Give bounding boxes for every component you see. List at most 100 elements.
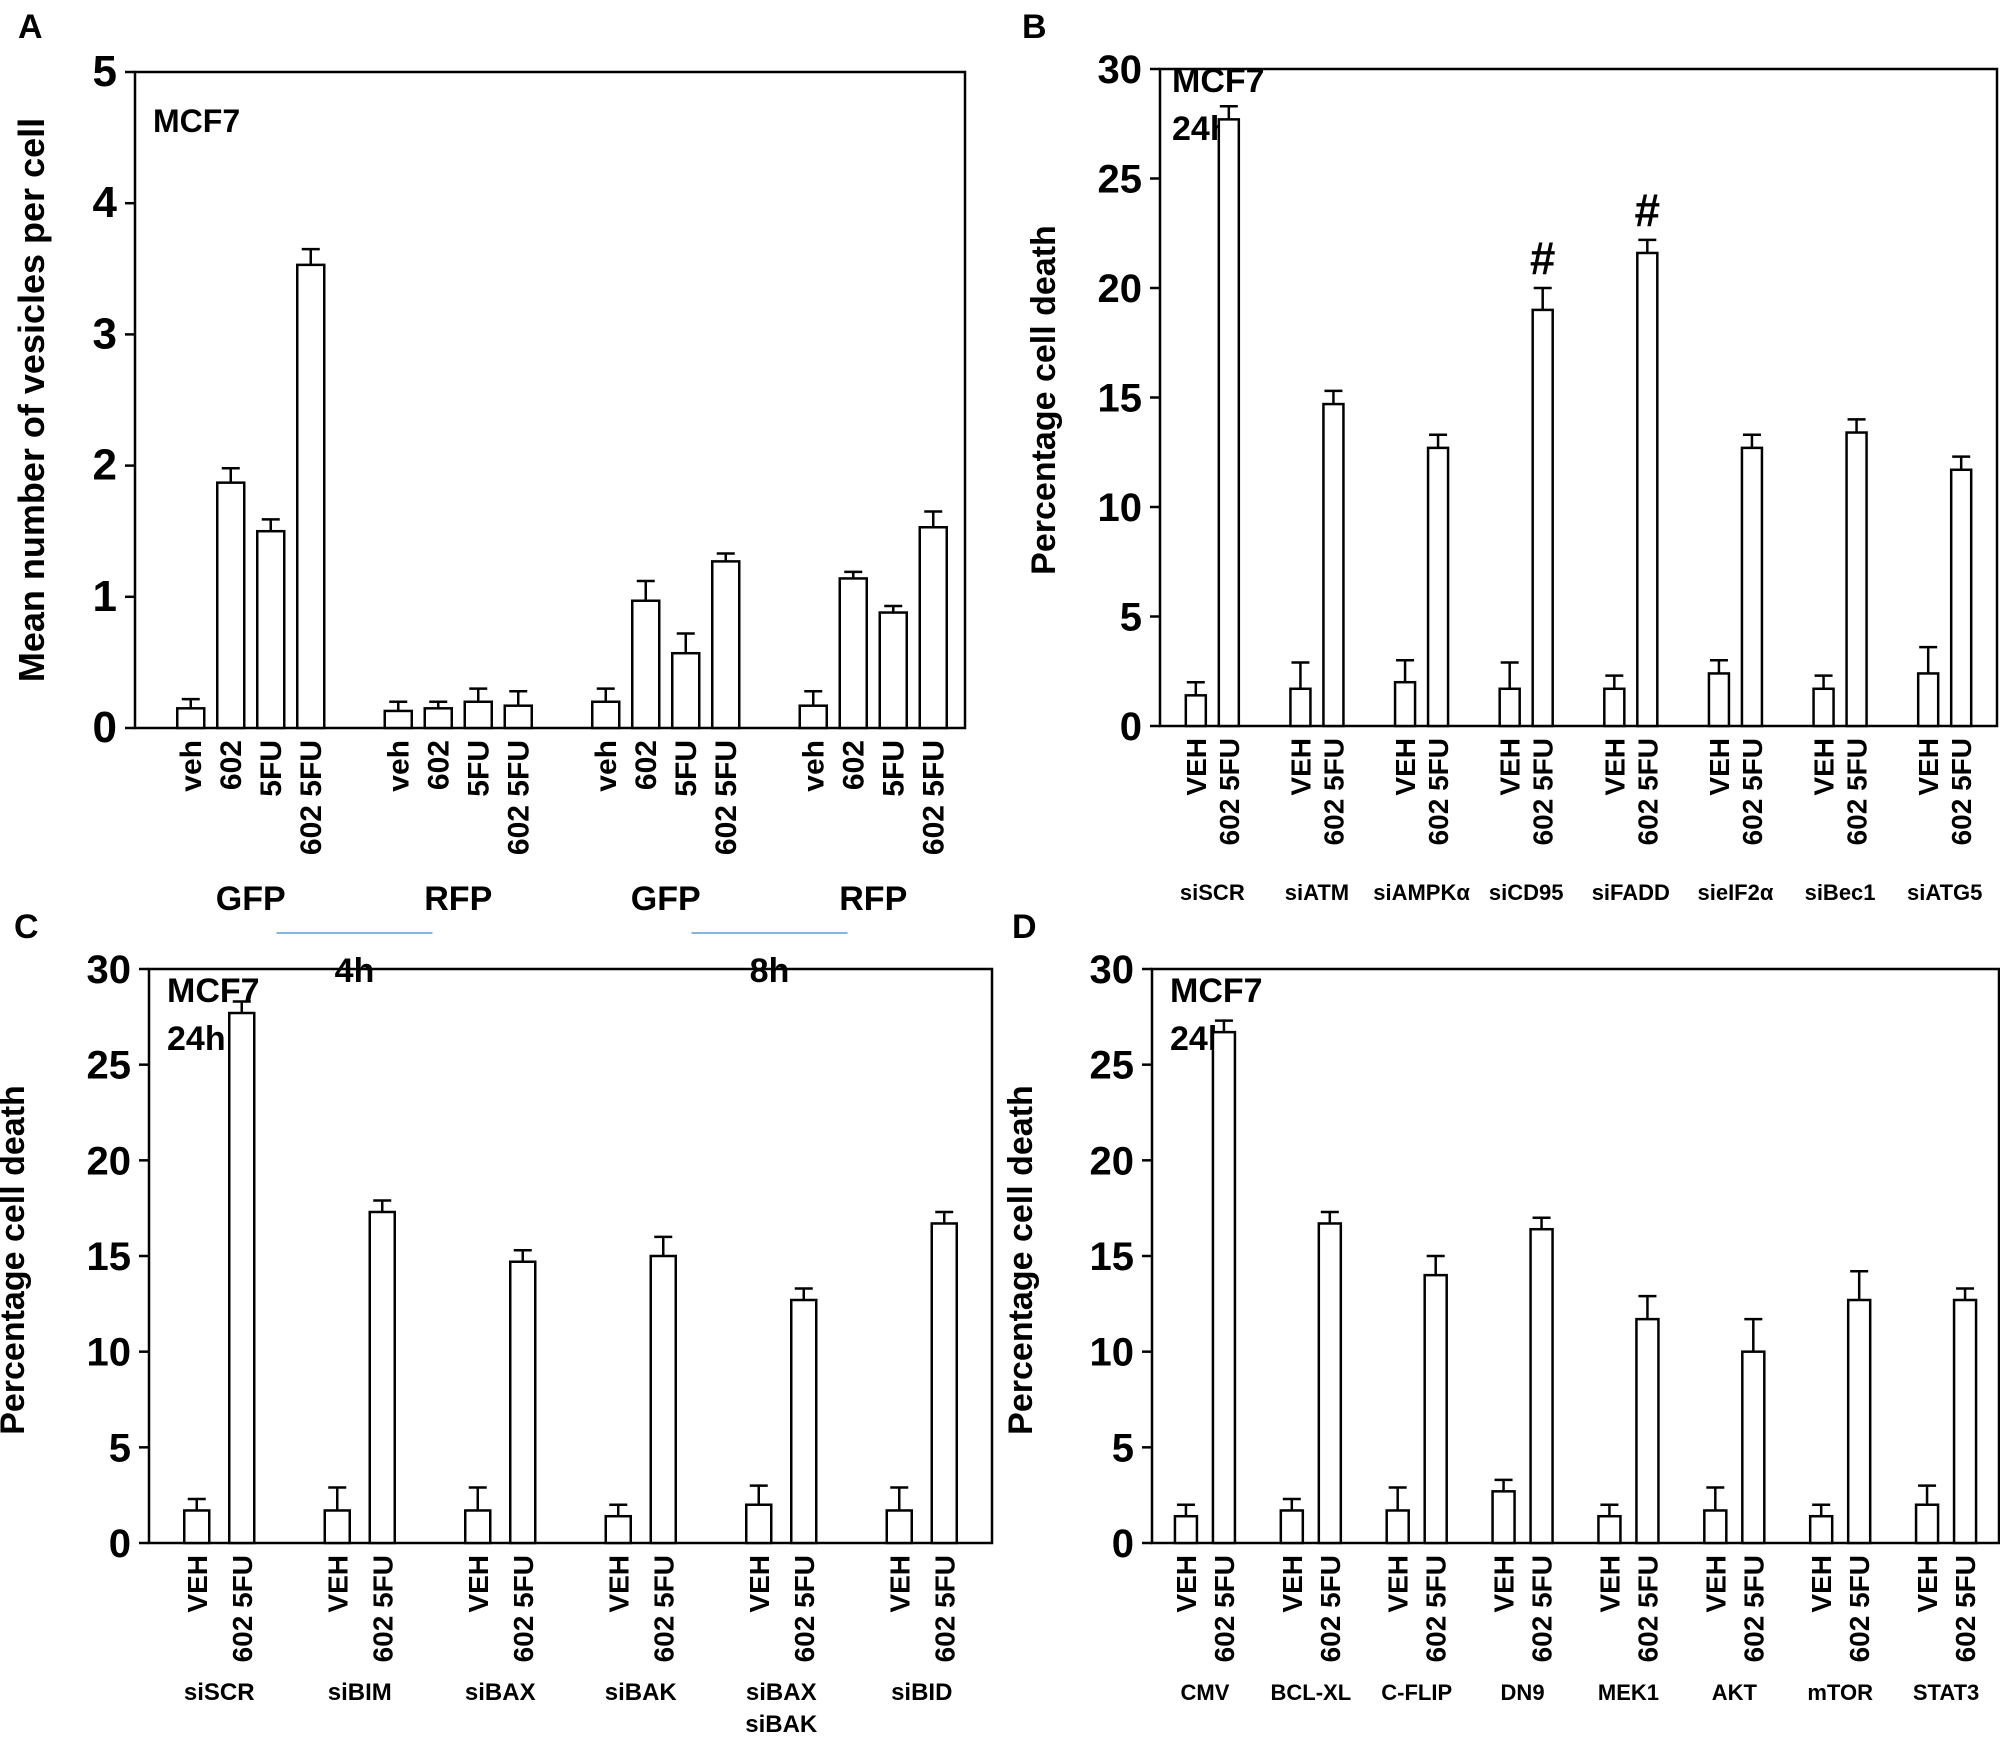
annotation: MCF7 [1172, 62, 1265, 100]
bar [1317, 1222, 1343, 1545]
y-tick-label: 30 [1098, 48, 1143, 92]
group-label: GFP [631, 880, 701, 918]
group-label: siBAX [746, 1679, 817, 1706]
group-label: AKT [1712, 1680, 1758, 1705]
bar-label: VEH [1599, 738, 1630, 796]
bar-label: VEH [1700, 1555, 1731, 1613]
bar [1636, 251, 1659, 728]
bar [1423, 1273, 1448, 1545]
y-tick-label: 4 [93, 178, 118, 227]
group-label: siBIM [328, 1679, 392, 1706]
bar [256, 529, 286, 730]
group-label: siCD95 [1489, 880, 1564, 905]
bar-label: VEH [1495, 738, 1526, 796]
bar [930, 1222, 958, 1545]
bar [1603, 687, 1626, 728]
y-tick-label: 15 [1098, 377, 1143, 421]
bar [1597, 1514, 1622, 1545]
bar [1393, 680, 1417, 728]
annotation: 24h [167, 1020, 226, 1058]
bar-label: 602 5FU [295, 740, 328, 855]
y-tick-label: 0 [1112, 1522, 1134, 1566]
bar-label: 602 5FU [1737, 738, 1768, 845]
time-label: 4h [335, 952, 375, 990]
bar [1491, 1490, 1516, 1545]
group-label: BCL-XL [1270, 1680, 1351, 1705]
bar-label: 602 5FU [1528, 738, 1559, 845]
bar-label: VEH [884, 1555, 915, 1613]
bar-label: 602 5FU [1950, 1555, 1981, 1662]
bar [228, 1011, 256, 1545]
y-tick-label: 10 [1090, 1331, 1135, 1375]
bar-label: VEH [603, 1555, 634, 1613]
bar-label: VEH [1489, 1555, 1520, 1613]
bar [885, 1509, 913, 1545]
bar [463, 700, 493, 730]
y-tick-label: 20 [1090, 1139, 1135, 1183]
significance-mark: # [1530, 232, 1556, 284]
group-label: siSCR [1180, 880, 1245, 905]
bar-label: VEH [1171, 1555, 1202, 1613]
y-tick-label: 0 [109, 1522, 131, 1566]
bar [631, 599, 661, 730]
annotation: MCF7 [1170, 972, 1263, 1010]
bar-label: VEH [1704, 738, 1735, 796]
bar-label: 602 5FU [227, 1555, 258, 1662]
bar-label: veh [382, 740, 415, 792]
group-label: siBAK [745, 1711, 818, 1738]
bar-label: VEH [1806, 1555, 1837, 1613]
bar-label: 602 5FU [1209, 1555, 1240, 1662]
bar [1949, 468, 1973, 728]
bar-label: 602 5FU [1632, 738, 1663, 845]
y-tick-label: 25 [1090, 1044, 1135, 1088]
bar-label: VEH [1285, 738, 1316, 796]
bar-label: 602 5FU [367, 1555, 398, 1662]
bar [1184, 694, 1208, 728]
bar [1279, 1509, 1305, 1545]
significance-mark: # [1635, 184, 1661, 236]
bar-label: 5FU [877, 740, 910, 797]
group-label: siAMPKα [1373, 880, 1470, 905]
group-label: mTOR [1807, 1680, 1873, 1705]
y-tick-label: 5 [109, 1426, 131, 1470]
bar [1707, 672, 1731, 728]
panel-letter: C [14, 908, 39, 946]
bar [745, 1503, 773, 1545]
bar [323, 1509, 351, 1545]
bar [649, 1254, 677, 1545]
bar-label: 5FU [255, 740, 288, 797]
bar [1426, 446, 1450, 728]
bar [1812, 687, 1835, 728]
bar [368, 1210, 396, 1545]
bar-label: 5FU [462, 740, 495, 797]
bar [1740, 446, 1764, 728]
annotation: MCF7 [153, 103, 240, 139]
bar [464, 1509, 492, 1545]
bar [1211, 1030, 1237, 1545]
bar [1952, 1298, 1978, 1545]
bar [1914, 1503, 1940, 1545]
bar-label: VEH [322, 1555, 353, 1613]
bar [1173, 1514, 1199, 1545]
plot-frame [1158, 67, 1999, 728]
panel-letter: A [18, 8, 43, 46]
bar [838, 577, 868, 730]
group-label: siBAK [605, 1679, 678, 1706]
y-tick-label: 3 [93, 309, 117, 358]
bar [790, 1298, 818, 1545]
bar [503, 704, 533, 730]
bar [798, 704, 828, 730]
group-label: CMV [1180, 1680, 1229, 1705]
bar-label: VEH [1912, 1555, 1943, 1613]
y-tick-label: 25 [87, 1044, 132, 1088]
group-label: DN9 [1501, 1680, 1545, 1705]
y-tick-label: 5 [93, 47, 117, 96]
panel-letter: D [1012, 908, 1037, 946]
annotation: MCF7 [167, 972, 260, 1010]
bar-label: 602 5FU [1632, 1555, 1663, 1662]
bar [1916, 672, 1940, 728]
bar [1217, 118, 1241, 728]
bar-label: VEH [182, 1555, 213, 1613]
y-tick-label: 25 [1098, 158, 1143, 202]
bar-label: 602 5FU [502, 740, 535, 855]
